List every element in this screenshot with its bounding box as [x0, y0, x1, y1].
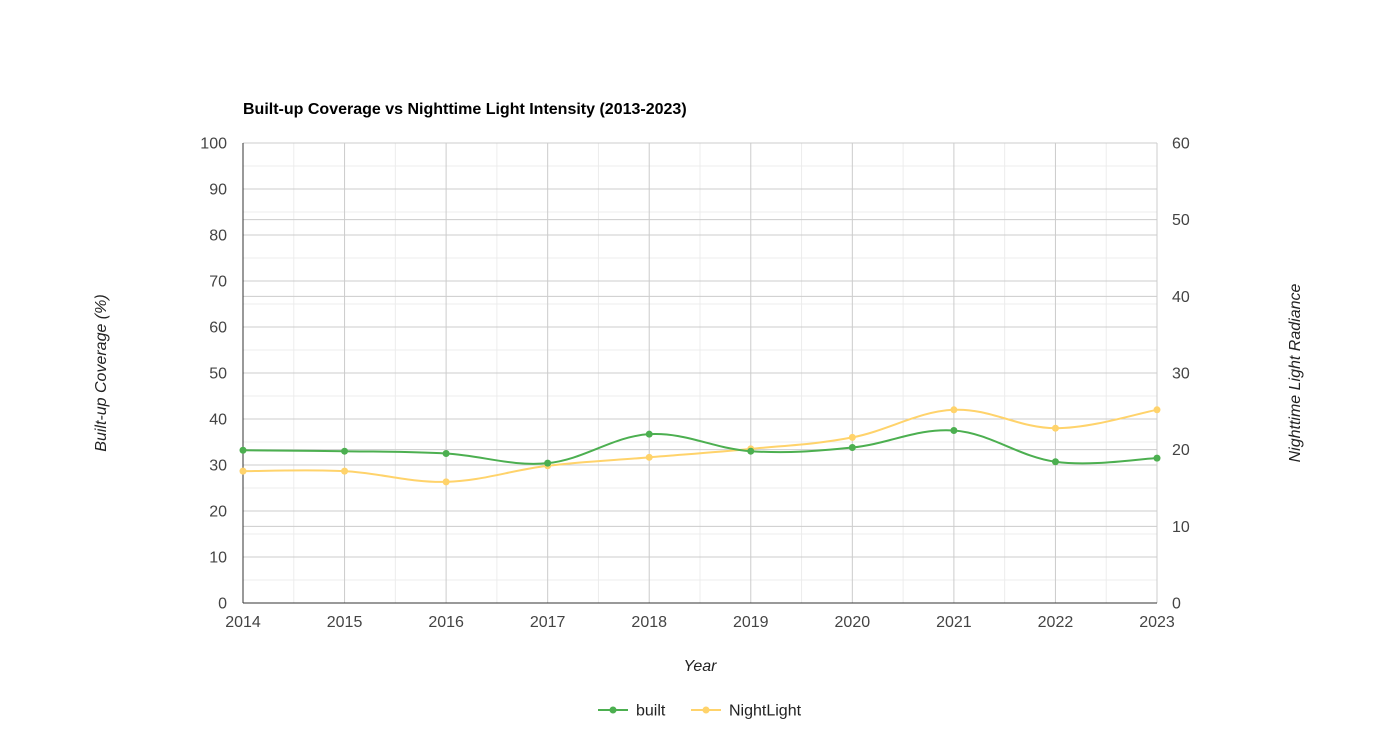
x-tick-label: 2018 [631, 614, 667, 631]
data-point-built [950, 427, 958, 434]
legend-marker-nightlight [702, 706, 710, 714]
x-axis-ticks: 2014 2015 2016 2017 2018 2019 2020 2021 2022 2023 [225, 614, 1175, 631]
series-line-built [242, 429, 1158, 465]
legend-label-built: built [636, 703, 666, 720]
y-axis-right-label: Nighttime Light Radiance [1287, 284, 1304, 463]
x-tick-label: 2021 [936, 614, 972, 631]
legend-marker-built [609, 706, 617, 714]
data-point-built [848, 444, 856, 452]
y-left-tick-label: 60 [209, 320, 227, 337]
y-left-tick-label: 90 [209, 182, 227, 199]
grid-major [243, 142, 1158, 603]
legend-item-nightlight[interactable]: NightLight [691, 703, 802, 720]
y-left-tick-label: 20 [209, 504, 227, 521]
data-point-built [1153, 454, 1161, 462]
data-point-nightlight [1051, 424, 1059, 432]
x-axis-label: Year [684, 658, 718, 675]
legend: built NightLight [598, 703, 802, 720]
x-tick-label: 2014 [225, 614, 261, 631]
data-point-nightlight [1153, 406, 1161, 414]
left-axis-ticks: 0 10 20 30 40 50 60 70 80 90 100 [200, 136, 227, 613]
series-layer [239, 406, 1161, 486]
y-right-tick-label: 20 [1172, 442, 1190, 459]
y-right-tick-label: 10 [1172, 519, 1190, 536]
y-left-tick-label: 50 [209, 366, 227, 383]
data-point-built [239, 446, 247, 454]
y-left-tick-label: 80 [209, 228, 227, 245]
data-point-built [442, 450, 450, 457]
x-tick-label: 2015 [327, 614, 363, 631]
y-left-tick-label: 100 [200, 136, 227, 153]
x-tick-label: 2023 [1139, 614, 1175, 631]
y-left-tick-label: 40 [209, 412, 227, 429]
data-point-built [341, 447, 349, 455]
y-right-tick-label: 40 [1172, 289, 1190, 306]
x-tick-label: 2019 [733, 614, 769, 631]
x-tick-label: 2017 [530, 614, 566, 631]
data-point-nightlight [239, 467, 247, 475]
data-point-built [645, 430, 653, 438]
data-point-nightlight [645, 453, 653, 461]
y-right-tick-label: 60 [1172, 136, 1190, 153]
data-point-nightlight [442, 478, 450, 486]
y-right-tick-label: 0 [1172, 596, 1181, 613]
legend-label-nightlight: NightLight [729, 703, 802, 720]
chart-title: Built-up Coverage vs Nighttime Light Int… [243, 101, 687, 118]
x-tick-label: 2016 [428, 614, 464, 631]
y-right-tick-label: 30 [1172, 366, 1190, 383]
data-point-nightlight [950, 406, 958, 414]
axes [242, 143, 1157, 604]
y-left-tick-label: 30 [209, 458, 227, 475]
x-tick-label: 2022 [1038, 614, 1074, 631]
y-left-tick-label: 70 [209, 274, 227, 291]
x-tick-label: 2020 [835, 614, 871, 631]
legend-item-built[interactable]: built [598, 703, 666, 720]
right-axis-ticks: 0 10 20 30 40 50 60 [1172, 136, 1190, 613]
y-left-tick-label: 0 [218, 596, 227, 613]
series-line-nightlight [242, 408, 1158, 483]
data-point-built [1051, 458, 1059, 466]
y-right-tick-label: 50 [1172, 212, 1190, 229]
data-point-built [544, 459, 552, 467]
data-point-nightlight [848, 433, 856, 441]
data-point-built [747, 447, 755, 455]
data-point-nightlight [341, 467, 349, 475]
y-axis-left-label: Built-up Coverage (%) [93, 294, 110, 451]
y-left-tick-label: 10 [209, 550, 227, 567]
